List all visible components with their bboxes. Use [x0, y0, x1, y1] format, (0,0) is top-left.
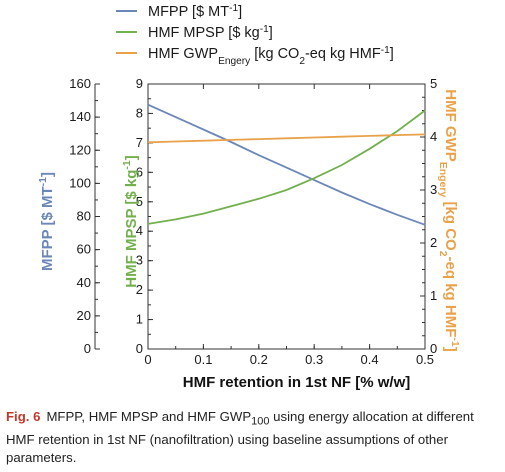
mfpp-tick-label: 0: [84, 341, 91, 356]
legend: MFPP [$ MT-1] HMF MPSP [$ kg-1] HMF GWPEng…: [116, 3, 394, 67]
mfpp-tick-label: 120: [69, 142, 91, 157]
legend-label-2: HMF GWPEngery [kg CO2-eq kg HMF-1]: [148, 45, 394, 67]
mfpp-tick-label: 40: [77, 275, 91, 290]
series-line-0: [147, 103, 426, 226]
gwp-tick-label: 1: [430, 288, 437, 303]
mfpp-tick-label: 80: [77, 209, 91, 224]
mpsp-tick-label: 5: [136, 194, 143, 209]
legend-label-0: MFPP [$ MT-1]: [148, 3, 242, 21]
mpsp-tick-label: 6: [136, 164, 143, 179]
mpsp-tick-label: 7: [136, 135, 143, 150]
mpsp-tick-label: 8: [136, 105, 143, 120]
series-line-1: [147, 109, 426, 225]
figure: MFPP [$ MT-1] HMF MPSP [$ kg-1] HMF GWPEng…: [37, 3, 461, 392]
mfpp-tick-label: 100: [69, 175, 91, 190]
mpsp-tick-label: 9: [136, 76, 143, 91]
figure-caption: Fig. 6 MFPP, HMF MPSP and HMF GWP100 usin…: [6, 408, 498, 467]
mpsp-tick-label: 2: [136, 282, 143, 297]
caption-text-start: MFPP, HMF MPSP and HMF GWP: [46, 409, 252, 424]
gwp-tick-label: 2: [430, 235, 437, 250]
x-tick-label: 0.5: [416, 352, 434, 367]
gwp-axis-label: HMF GWPEngery [kg CO2-eq kg HMF-1]: [437, 89, 461, 351]
x-tick-label: 0.1: [194, 352, 212, 367]
mfpp-tick-label: 140: [69, 109, 91, 124]
gwp-tick-label: 0: [430, 341, 437, 356]
plot-area: [147, 103, 426, 226]
mfpp-tick-label: 60: [77, 242, 91, 257]
mfpp-tick-label: 160: [69, 76, 91, 91]
mpsp-tick-label: 0: [136, 341, 143, 356]
mpsp-tick-label: 3: [136, 253, 143, 268]
mfpp-axis-label: MFPP [$ MT-1]: [37, 172, 56, 271]
gwp-tick-label: 4: [430, 129, 437, 144]
mfpp-tick-label: 20: [77, 308, 91, 323]
axes: 0 0.1 0.2 0.3 0.4 0.5 HMF retention in 1st NF …: [37, 76, 461, 391]
gwp-tick-label: 3: [430, 182, 437, 197]
caption-text-end: using energy allocation at different HMF…: [6, 409, 474, 465]
x-axis-label: HMF retention in 1st NF [% w/w]: [183, 374, 411, 391]
legend-label-1: HMF MPSP [$ kg-1]: [148, 24, 273, 42]
series-line-2: [147, 133, 426, 144]
x-tick-label: 0: [144, 352, 151, 367]
mpsp-tick-label: 1: [136, 312, 143, 327]
mpsp-axis-label: HMF MPSP [$ kg-1]: [121, 155, 140, 287]
x-tick-label: 0.4: [361, 352, 379, 367]
x-tick-label: 0.3: [305, 352, 323, 367]
gwp-tick-label: 5: [430, 76, 437, 91]
caption-figure-number: Fig. 6: [6, 409, 41, 424]
x-tick-label: 0.2: [250, 352, 268, 367]
mpsp-tick-label: 4: [136, 223, 143, 238]
caption-subscript: 100: [251, 415, 270, 428]
